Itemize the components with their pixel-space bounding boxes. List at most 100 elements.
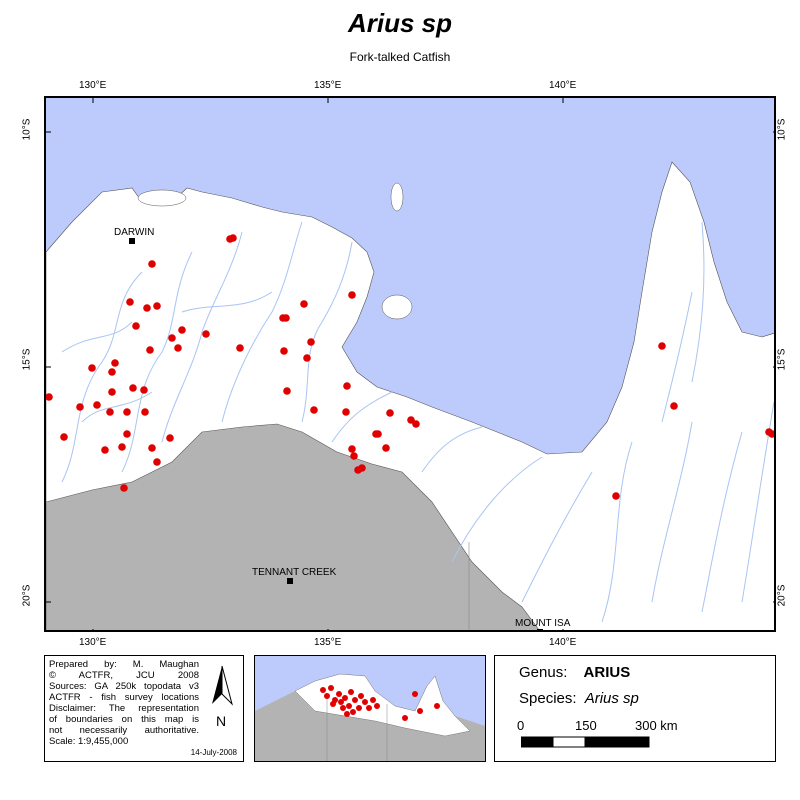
record-marker (126, 298, 134, 306)
record-marker (229, 234, 237, 242)
inset-record-marker (320, 687, 326, 693)
inset-record-marker (402, 715, 408, 721)
record-marker (108, 388, 116, 396)
inset-record-marker (366, 705, 372, 711)
record-marker (88, 364, 96, 372)
river-network (61, 221, 774, 623)
species-row: Species: Arius sp (519, 690, 639, 707)
record-marker (106, 408, 114, 416)
inset-record-marker (344, 711, 350, 717)
credits-line: of boundaries on this map is (49, 714, 199, 725)
north-arrow-icon: N (212, 665, 233, 729)
inset-record-marker (330, 701, 336, 707)
scale-label-300: 300 km (635, 718, 678, 733)
record-marker (60, 433, 68, 441)
record-marker (280, 347, 288, 355)
record-marker (300, 300, 308, 308)
north-label: N (216, 713, 226, 729)
river (651, 421, 693, 603)
inset-record-marker (350, 709, 356, 715)
lat-label-15-left: 15°S (21, 348, 33, 371)
inset-record-marker (356, 705, 362, 711)
scale-label-150: 150 (575, 718, 597, 733)
river (741, 401, 774, 603)
record-marker (348, 291, 356, 299)
inset-map (254, 655, 486, 762)
map-subtitle: Fork-talked Catfish (349, 50, 451, 64)
inset-record-marker (328, 685, 334, 691)
inset-record-marker (434, 703, 440, 709)
record-marker (123, 408, 131, 416)
credits-panel: Prepared by: M. Maughan © ACTFR, JCU 200… (44, 655, 244, 762)
record-marker (282, 314, 290, 322)
credits-line: not necessarily authoritative. (49, 725, 199, 736)
genus-row: Genus: ARIUS (519, 664, 630, 681)
tennant-creek-marker (287, 578, 293, 584)
record-marker (168, 334, 176, 342)
record-marker (768, 430, 774, 438)
island (390, 182, 404, 212)
inset-record-marker (324, 693, 330, 699)
lat-label-20-left: 20°S (21, 584, 33, 607)
inset-record-marker (374, 703, 380, 709)
record-marker (143, 304, 151, 312)
river (81, 391, 153, 423)
record-marker (148, 444, 156, 452)
inset-record-marker (417, 708, 423, 714)
island (137, 189, 187, 207)
tennant-creek-label: TENNANT CREEK (252, 567, 337, 578)
record-marker (153, 458, 161, 466)
main-map[interactable]: DARWIN TENNANT CREEK MOUNT ISA (44, 96, 776, 632)
record-marker (658, 342, 666, 350)
inset-record-marker (370, 697, 376, 703)
record-marker (386, 409, 394, 417)
scale-bar (521, 736, 650, 748)
record-marker (350, 452, 358, 460)
lon-label-130-bottom: 130°E (79, 637, 107, 648)
inset-record-marker (352, 697, 358, 703)
record-marker (358, 464, 366, 472)
river (331, 391, 393, 443)
river (521, 471, 593, 603)
inset-record-marker (340, 705, 346, 711)
river (701, 431, 743, 613)
lon-label-140-bottom: 140°E (549, 637, 577, 648)
inset-record-marker (362, 699, 368, 705)
record-marker (342, 408, 350, 416)
record-marker (348, 445, 356, 453)
record-marker (374, 430, 382, 438)
river (691, 221, 705, 383)
river (421, 426, 483, 473)
genus-label: Genus: (519, 664, 568, 681)
record-marker (118, 443, 126, 451)
record-marker (382, 444, 390, 452)
inset-record-marker (358, 693, 364, 699)
lat-label-10-right: 10°S (776, 118, 788, 141)
record-marker (108, 368, 116, 376)
record-marker (310, 406, 318, 414)
genus-value: ARIUS (583, 664, 631, 681)
record-marker (148, 260, 156, 268)
inset-record-marker (412, 691, 418, 697)
record-marker (132, 322, 140, 330)
record-marker (283, 387, 291, 395)
species-value: Arius sp (584, 690, 639, 707)
credits-line: Sources: GA 250k topodata v3 (49, 681, 199, 692)
graticule-ticks (46, 98, 774, 630)
record-marker (174, 344, 182, 352)
river (221, 221, 303, 423)
credits-line: Prepared by: M. Maughan (49, 659, 199, 670)
river (451, 456, 543, 563)
record-marker (307, 338, 315, 346)
lat-label-20-right: 20°S (776, 584, 788, 607)
lon-label-135-top: 135°E (314, 80, 342, 91)
inset-record-marker (348, 689, 354, 695)
record-marker (178, 326, 186, 334)
record-marker (129, 384, 137, 392)
darwin-marker (129, 238, 135, 244)
lon-label-130-top: 130°E (79, 80, 107, 91)
record-marker (412, 420, 420, 428)
inset-record-marker (336, 691, 342, 697)
record-marker (146, 346, 154, 354)
record-marker (670, 402, 678, 410)
